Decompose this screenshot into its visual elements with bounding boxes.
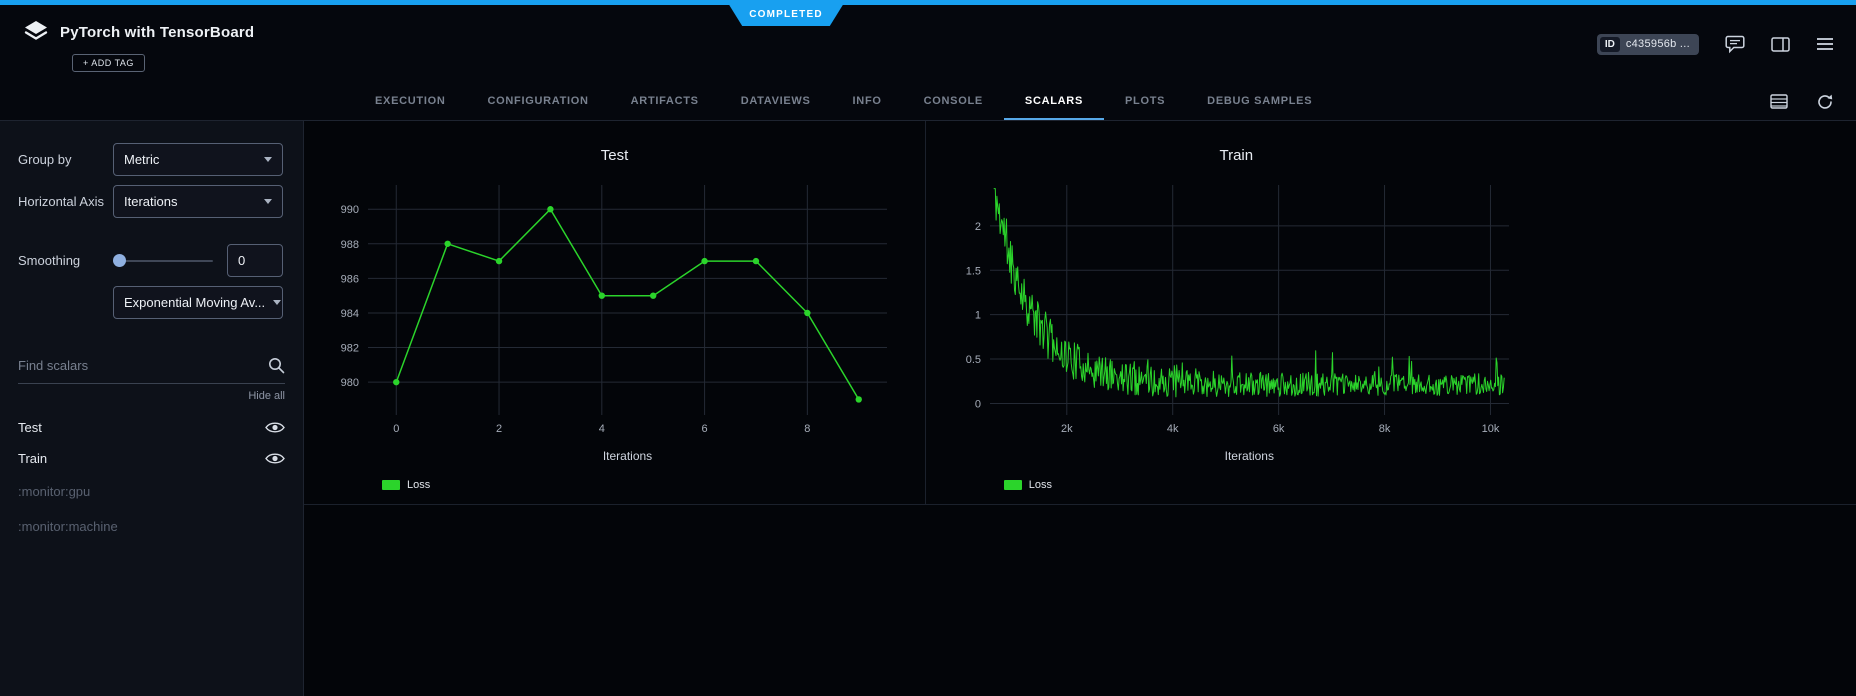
test-chart-plot[interactable]: 980 982 984 986 988 990 0 2 4 6 8 bbox=[316, 173, 913, 441]
hide-all-link[interactable]: Hide all bbox=[248, 390, 285, 402]
test-x-axis-title: Iterations bbox=[602, 449, 653, 463]
smoothing-slider[interactable] bbox=[113, 253, 213, 267]
menu-icon[interactable] bbox=[1816, 37, 1834, 51]
scalar-label: :monitor:machine bbox=[18, 519, 118, 534]
legend-swatch bbox=[1003, 480, 1022, 490]
tab-bar: EXECUTION CONFIGURATION ARTIFACTS DATAVIEWS… bbox=[0, 83, 1856, 121]
details-panel-icon[interactable] bbox=[1771, 36, 1790, 52]
scalar-label: Train bbox=[18, 451, 48, 466]
chevron-down-icon bbox=[273, 300, 282, 305]
svg-text:1.5: 1.5 bbox=[966, 265, 981, 277]
charts-area: Test 980 982 984 986 988 990 0 2 4 6 8 Iterations … bbox=[304, 121, 1856, 696]
visibility-toggle-icon[interactable] bbox=[265, 421, 285, 434]
find-scalars-input[interactable] bbox=[18, 358, 259, 373]
scalars-sidebar: Group by Metric Horizontal Axis Iteratio… bbox=[0, 121, 304, 696]
chart-panel-test: Test 980 982 984 986 988 990 0 2 4 6 8 Iterations … bbox=[304, 121, 925, 504]
visibility-toggle-icon[interactable] bbox=[265, 452, 285, 465]
search-icon[interactable] bbox=[268, 357, 285, 374]
svg-text:0: 0 bbox=[975, 398, 981, 410]
svg-text:8k: 8k bbox=[1379, 423, 1391, 435]
svg-text:6k: 6k bbox=[1273, 423, 1285, 435]
tab-info[interactable]: INFO bbox=[852, 94, 882, 107]
group-by-select[interactable]: Metric bbox=[113, 143, 283, 176]
feedback-icon[interactable] bbox=[1725, 35, 1745, 54]
group-by-label: Group by bbox=[18, 152, 72, 167]
empty-area bbox=[304, 505, 1856, 696]
id-label: ID bbox=[1599, 36, 1620, 52]
svg-text:8: 8 bbox=[804, 423, 810, 435]
scalar-item-monitor-machine[interactable]: :monitor:machine bbox=[0, 509, 303, 544]
header: PyTorch with TensorBoard + ADD TAG ID c4… bbox=[0, 5, 1856, 83]
tab-scalars[interactable]: SCALARS bbox=[1003, 83, 1104, 120]
body: Group by Metric Horizontal Axis Iteratio… bbox=[0, 121, 1856, 696]
scalar-item-test[interactable]: Test bbox=[0, 412, 303, 443]
experiment-title: PyTorch with TensorBoard bbox=[60, 23, 255, 41]
svg-text:6: 6 bbox=[702, 423, 708, 435]
header-left: PyTorch with TensorBoard + ADD TAG bbox=[22, 17, 254, 72]
svg-text:980: 980 bbox=[341, 377, 359, 389]
id-value: c435956b ... bbox=[1625, 38, 1690, 50]
app-logo-icon bbox=[22, 17, 50, 48]
svg-text:1: 1 bbox=[975, 310, 981, 322]
smoothing-type-value: Exponential Moving Av... bbox=[124, 295, 266, 310]
tab-configuration[interactable]: CONFIGURATION bbox=[487, 94, 589, 107]
svg-text:988: 988 bbox=[341, 239, 359, 251]
scalar-item-monitor-gpu[interactable]: :monitor:gpu bbox=[0, 474, 303, 509]
svg-text:10k: 10k bbox=[1481, 423, 1499, 435]
tab-plots[interactable]: PLOTS bbox=[1125, 94, 1166, 107]
train-x-axis-title: Iterations bbox=[1224, 449, 1274, 463]
scalar-label: :monitor:gpu bbox=[18, 484, 91, 499]
svg-text:4k: 4k bbox=[1167, 423, 1179, 435]
smoothing-value-input[interactable] bbox=[227, 244, 283, 277]
legend-label: Loss bbox=[1028, 479, 1053, 491]
svg-text:2: 2 bbox=[975, 221, 981, 233]
tabs: EXECUTION CONFIGURATION ARTIFACTS DATAVIEWS… bbox=[0, 83, 1333, 120]
train-chart-plot[interactable]: 0 0.5 1 1.5 2 2k 4k 6k 8k 10k bbox=[938, 173, 1535, 441]
smoothing-type-select[interactable]: Exponential Moving Av... bbox=[113, 286, 283, 319]
svg-text:4: 4 bbox=[599, 423, 605, 435]
horizontal-axis-label: Horizontal Axis bbox=[18, 194, 104, 209]
svg-text:2k: 2k bbox=[1061, 423, 1073, 435]
tab-console[interactable]: CONSOLE bbox=[923, 94, 983, 107]
chart-panel-train: Train 0 0.5 1 1.5 2 2k 4k 6k 8k 10k Iterations Lo… bbox=[924, 121, 1856, 504]
horizontal-axis-value: Iterations bbox=[124, 194, 178, 209]
tab-debug-samples[interactable]: DEBUG SAMPLES bbox=[1207, 94, 1313, 107]
chevron-down-icon bbox=[264, 157, 272, 162]
legend-label: Loss bbox=[407, 479, 431, 491]
add-tag-button[interactable]: + ADD TAG bbox=[72, 53, 145, 72]
svg-text:0: 0 bbox=[393, 423, 399, 435]
smoothing-label: Smoothing bbox=[18, 253, 81, 268]
test-chart-title: Test bbox=[600, 147, 629, 164]
train-chart-title: Train bbox=[1219, 147, 1254, 164]
status-badge: COMPLETED bbox=[729, 5, 843, 26]
header-right: ID c435956b ... bbox=[1596, 33, 1834, 55]
test-legend-item[interactable]: Loss bbox=[382, 479, 913, 491]
top-accent-strip bbox=[0, 0, 1856, 5]
svg-text:2: 2 bbox=[496, 423, 502, 435]
horizontal-axis-select[interactable]: Iterations bbox=[113, 185, 283, 218]
experiment-id-badge[interactable]: ID c435956b ... bbox=[1596, 33, 1699, 55]
svg-text:986: 986 bbox=[341, 273, 359, 285]
tab-artifacts[interactable]: ARTIFACTS bbox=[630, 94, 699, 107]
svg-text:990: 990 bbox=[341, 204, 359, 216]
legend-swatch bbox=[382, 480, 400, 490]
refresh-icon[interactable] bbox=[1816, 93, 1834, 111]
tab-dataviews[interactable]: DATAVIEWS bbox=[740, 94, 811, 107]
scalar-item-train[interactable]: Train bbox=[0, 443, 303, 474]
chevron-down-icon bbox=[264, 199, 272, 204]
metrics-table-icon[interactable] bbox=[1770, 94, 1788, 109]
group-by-value: Metric bbox=[124, 152, 160, 167]
scalar-label: Test bbox=[18, 420, 42, 435]
svg-text:0.5: 0.5 bbox=[966, 354, 981, 366]
svg-text:982: 982 bbox=[341, 343, 359, 355]
svg-text:984: 984 bbox=[341, 308, 359, 320]
smoothing-slider-handle[interactable] bbox=[113, 253, 126, 267]
scalar-list: Test Train :monitor:gpu :monitor:machine bbox=[0, 412, 303, 544]
train-legend-item[interactable]: Loss bbox=[1003, 479, 1535, 491]
tab-execution[interactable]: EXECUTION bbox=[375, 94, 446, 107]
